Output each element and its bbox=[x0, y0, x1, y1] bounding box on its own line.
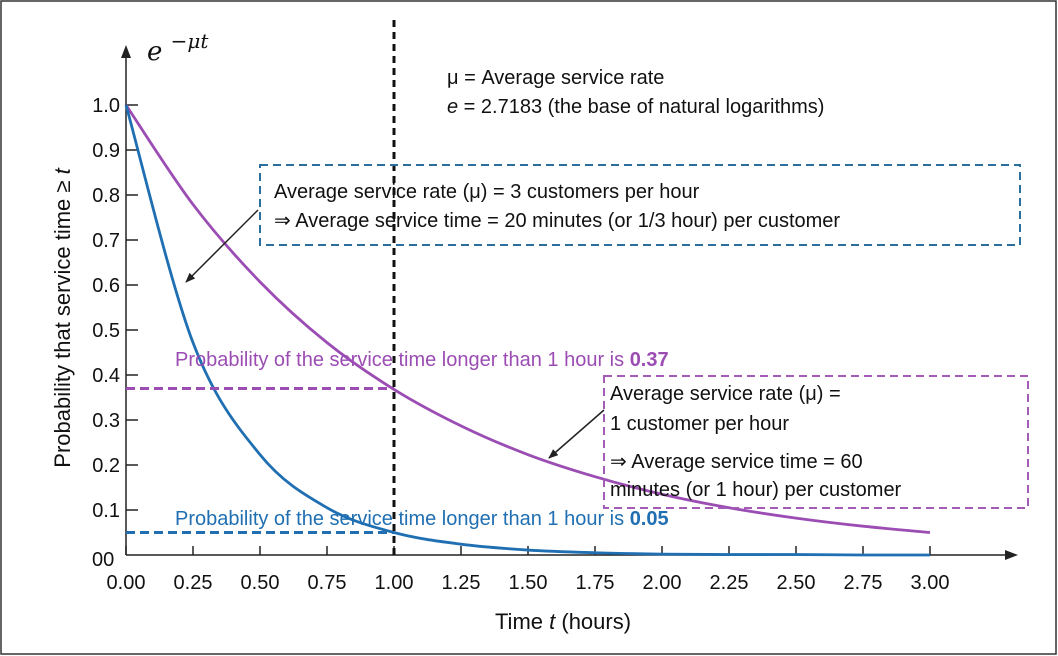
x-tick-label: 0.25 bbox=[174, 572, 213, 594]
y-tick-label: 0.1 bbox=[92, 500, 120, 522]
box-mu1 bbox=[603, 375, 1029, 509]
note-purple-value: 0.37 bbox=[630, 349, 669, 371]
arrow-to-mu3 bbox=[185, 209, 259, 283]
y-tick-label: 0.9 bbox=[92, 140, 120, 162]
note-blue-value: 0.05 bbox=[630, 508, 669, 530]
note-blue: Probability of the service time longer t… bbox=[175, 508, 669, 530]
arrow-to-mu1 bbox=[548, 409, 605, 459]
legend-e-definition: e = 2.7183 (the base of natural logarith… bbox=[447, 96, 824, 118]
note-purple-text: Probability of the service time longer t… bbox=[175, 349, 630, 371]
y-tick-label: 0.3 bbox=[92, 410, 120, 432]
box-mu3-line2: ⇒ Average service time = 20 minutes (or … bbox=[274, 210, 840, 232]
legend-e-var: e bbox=[447, 96, 458, 118]
y-axis-label-var: t bbox=[50, 167, 75, 174]
note-blue-text: Probability of the service time longer t… bbox=[175, 508, 630, 530]
x-tick-label: 1.75 bbox=[576, 572, 615, 594]
x-tick-label: 2.75 bbox=[844, 572, 883, 594]
x-tick-label: 3.00 bbox=[911, 572, 950, 594]
box-mu3-line1: Average service rate (μ) = 3 customers p… bbox=[274, 181, 700, 203]
y-origin-label: 00 bbox=[92, 549, 114, 571]
y-axis-label: Probability that service time ≥ t bbox=[50, 167, 75, 467]
y-tick-label: 0.8 bbox=[92, 185, 120, 207]
x-tick-label: 0.50 bbox=[241, 572, 280, 594]
title-exponent: −μt bbox=[171, 29, 210, 53]
y-tick-label: 0.6 bbox=[92, 275, 120, 297]
box-mu3 bbox=[259, 164, 1021, 246]
y-tick-label: 0.5 bbox=[92, 320, 120, 342]
x-tick-label: 2.25 bbox=[710, 572, 749, 594]
box-mu1-line2: 1 customer per hour bbox=[610, 413, 789, 435]
box-mu1-line3: ⇒ Average service time = 60 bbox=[610, 451, 863, 473]
y-axis-arrow bbox=[121, 45, 131, 58]
x-tick-label: 1.50 bbox=[509, 572, 548, 594]
x-axis-label-suffix: (hours) bbox=[555, 609, 631, 634]
x-tick-label: 0.00 bbox=[107, 572, 146, 594]
series-line-mu3 bbox=[124, 104, 931, 557]
x-axis-label: Time t (hours) bbox=[495, 609, 631, 634]
box-mu1-line4: minutes (or 1 hour) per customer bbox=[610, 479, 902, 501]
x-ticks: 0.00 0.25 0.50 0.75 1.00 1.25 1.50 1.75 2.00 2.25… bbox=[107, 546, 950, 594]
y-tick-label: 0.4 bbox=[92, 365, 120, 387]
series-line-mu1 bbox=[124, 104, 931, 534]
box-mu1-line1: Average service rate (μ) = bbox=[610, 383, 841, 405]
x-axis-label-prefix: Time bbox=[495, 609, 549, 634]
x-axis-arrow bbox=[1005, 550, 1018, 560]
y-axis-label-text: Probability that service time ≥ bbox=[50, 174, 75, 467]
x-tick-label: 2.50 bbox=[777, 572, 816, 594]
x-tick-label: 0.75 bbox=[308, 572, 347, 594]
title-base: e bbox=[147, 37, 162, 67]
legend-e-rest: = 2.7183 (the base of natural logarithms… bbox=[458, 96, 824, 118]
x-tick-label: 1.25 bbox=[442, 572, 481, 594]
x-tick-label: 1.00 bbox=[375, 572, 414, 594]
x-tick-label: 2.00 bbox=[643, 572, 682, 594]
x-axis-label-var: t bbox=[549, 609, 556, 634]
y-tick-label: 0.2 bbox=[92, 455, 120, 477]
note-purple: Probability of the service time longer t… bbox=[175, 349, 669, 371]
legend-mu-definition: μ = Average service rate bbox=[447, 67, 664, 89]
y-tick-label: 1.0 bbox=[92, 95, 120, 117]
y-tick-label: 0.7 bbox=[92, 230, 120, 252]
chart-title-formula: e −μt bbox=[147, 29, 209, 67]
y-ticks: 0.1 0.2 0.3 0.4 0.5 0.6 0.7 0.8 0.9 1.0 bbox=[92, 95, 138, 522]
